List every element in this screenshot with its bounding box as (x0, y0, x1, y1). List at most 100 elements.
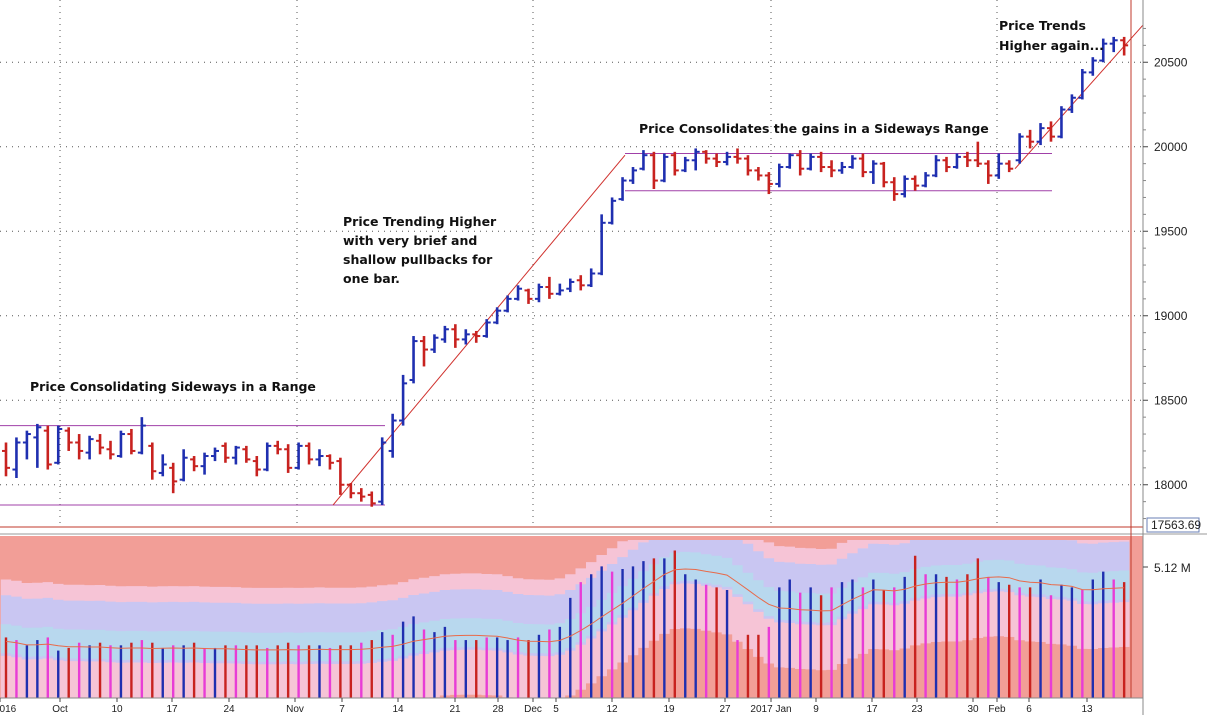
price-tick-label-3: 19500 (1154, 224, 1188, 238)
price-bar-9 (96, 434, 105, 455)
price-bar-2 (22, 430, 31, 460)
price-bar-60 (629, 167, 637, 184)
time-tick-label-17: 17 (866, 704, 878, 715)
price-bar-85 (890, 177, 899, 201)
price-bar-102 (1067, 94, 1076, 113)
current-price-marker: 17563.69 (1146, 517, 1201, 533)
price-bar-106 (1109, 36, 1118, 53)
price-bar-27 (284, 444, 293, 473)
price-bar-19 (200, 452, 209, 475)
time-tick-label-4: 24 (223, 704, 235, 715)
time-tick-label-5: Nov (286, 704, 304, 715)
price-bar-56 (587, 268, 596, 288)
price-bar-38 (399, 374, 408, 426)
price-bar-47 (493, 307, 502, 325)
time-axis-ticks: 2016 Oct 10 17 24 Nov 7 14 21 28 Dec 5 12 19 27 2017 Ja… (0, 698, 1093, 715)
annotation-range2: Price Consolidates the gains in a Sidewa… (639, 121, 989, 136)
annotation-range1: Price Consolidating Sideways in a Range (30, 379, 316, 394)
price-bar-15 (158, 454, 167, 477)
time-tick-label-1: Oct (52, 704, 68, 715)
price-bar-32 (336, 457, 345, 495)
time-tick-label-18: 23 (911, 704, 923, 715)
price-bar-11 (116, 430, 125, 458)
time-tick-label-20: Feb (988, 704, 1006, 715)
price-bar-35 (367, 491, 376, 507)
price-bar-101 (1057, 106, 1066, 139)
price-bar-70 (733, 148, 742, 164)
time-tick-label-19: 30 (967, 704, 979, 715)
price-bar-10 (106, 440, 115, 460)
time-tick-label-0: 2016 (0, 704, 17, 715)
price-bar-57 (597, 214, 606, 276)
price-bar-46 (482, 319, 491, 338)
price-bar-31 (325, 454, 334, 470)
price-bar-105 (1099, 38, 1108, 63)
time-tick-label-15: 2017 Jan (750, 704, 791, 715)
price-bar-61 (639, 150, 648, 171)
price-bar-103 (1078, 69, 1087, 100)
price-bar-104 (1088, 57, 1097, 76)
time-tick-label-14: 27 (719, 704, 731, 715)
price-bar-53 (555, 283, 564, 296)
annotation-trend1-line-3: one bar. (343, 271, 400, 286)
price-bar-62 (649, 151, 658, 189)
price-tick-label-5: 20500 (1154, 55, 1188, 69)
price-tick-label-1: 18500 (1154, 393, 1188, 407)
price-bar-3 (33, 423, 42, 468)
price-bar-86 (900, 175, 909, 198)
price-bar-17 (179, 449, 188, 482)
price-bar-43 (451, 324, 460, 348)
price-bar-5 (54, 425, 63, 465)
time-tick-label-11: 5 (553, 704, 559, 715)
price-bar-41 (430, 334, 439, 353)
trendline-1 (332, 154, 626, 506)
time-tick-label-12: 12 (606, 704, 618, 715)
price-bar-22 (231, 445, 240, 465)
annotation-trend1-line-2: shallow pullbacks for (343, 252, 493, 267)
price-bar-98 (1026, 129, 1035, 149)
price-tick-label-2: 19000 (1154, 309, 1188, 323)
price-bar-81 (848, 155, 857, 169)
price-bar-26 (273, 440, 282, 455)
annotation-trend1-line-0: Price Trending Higher (343, 214, 497, 229)
price-bar-64 (670, 151, 679, 176)
price-bar-59 (618, 177, 627, 201)
volume-panel (0, 536, 1143, 698)
price-bar-14 (148, 442, 157, 480)
volume-band-inner (0, 551, 1130, 662)
annotation-range2-line-0: Price Consolidates the gains in a Sidewa… (639, 121, 989, 136)
annotation-trend2-line-1: Higher again... (999, 38, 1104, 53)
price-bar-74 (775, 163, 784, 188)
annotation-range1-line-0: Price Consolidating Sideways in a Range (30, 379, 316, 394)
price-axis-ticks: 18000 18500 19000 19500 20000 20500 (1143, 27, 1188, 520)
price-bar-93 (973, 141, 982, 168)
price-bar-68 (712, 153, 721, 168)
price-bar-21 (221, 442, 230, 463)
price-bar-45 (472, 330, 481, 343)
time-tick-label-22: 13 (1081, 704, 1093, 715)
price-bar-76 (796, 150, 805, 176)
time-tick-label-16: 9 (813, 704, 819, 715)
price-bar-72 (754, 167, 763, 181)
price-bar-99 (1036, 123, 1045, 146)
price-bar-67 (702, 150, 711, 164)
time-tick-label-2: 10 (111, 704, 123, 715)
price-bar-69 (723, 151, 732, 166)
price-bar-89 (932, 155, 941, 178)
price-tick-label-0: 18000 (1154, 478, 1188, 492)
price-bar-34 (357, 488, 366, 502)
price-bar-13 (137, 417, 146, 455)
price-bar-65 (681, 156, 690, 173)
price-bar-91 (952, 153, 961, 169)
grid-lines (0, 0, 1143, 527)
time-tick-label-8: 21 (449, 704, 461, 715)
price-bar-30 (315, 449, 324, 467)
price-bar-84 (879, 161, 888, 188)
price-bar-83 (869, 160, 878, 184)
price-bar-23 (242, 445, 251, 463)
price-bar-6 (64, 427, 73, 451)
price-bar-94 (984, 160, 993, 184)
price-bar-51 (534, 283, 543, 303)
time-tick-label-6: 7 (339, 704, 345, 715)
price-bar-90 (942, 156, 951, 173)
